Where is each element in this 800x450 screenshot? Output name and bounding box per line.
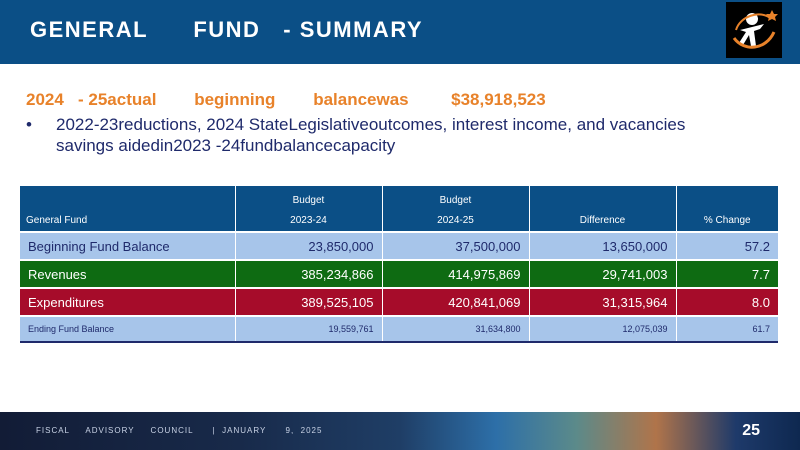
cell-pct-change: 7.7 [676,259,778,288]
bullet-marker: • [26,115,32,134]
cell-difference: 29,741,003 [529,259,677,288]
cell-difference: 12,075,039 [529,315,677,343]
figure-logo-icon [732,10,778,49]
cell-pct-change: 61.7 [676,315,778,343]
header-bar: GENERAL FUND - SUMMARY [0,0,800,64]
table-row-ending-balance: Ending Fund Balance 19,559,761 31,634,80… [20,315,778,343]
table-row-expenditures: Expenditures 389,525,105 420,841,069 31,… [20,287,778,316]
cell-budget-2024-25: 420,841,069 [382,287,530,316]
council-logo [726,2,782,58]
footer-bar: FISCAL ADVISORY COUNCIL | JANUARY 9, 202… [0,412,800,450]
header-difference: Difference [529,186,677,232]
header-general-fund: General Fund [20,186,236,232]
cell-budget-2023-24: 389,525,105 [235,287,383,316]
header-budget-year: 2023-24 [290,215,327,226]
cell-budget-2023-24: 23,850,000 [235,231,383,260]
header-budget-2024-25: Budget 2024-25 [382,186,530,232]
cell-budget-2023-24: 385,234,866 [235,259,383,288]
header-budget-label: Budget [292,195,325,206]
beginning-balance-headline: 2024 - 25actual beginning balancewas $38… [26,90,546,109]
cell-pct-change: 57.2 [676,231,778,260]
row-label: Ending Fund Balance [20,315,236,343]
header-budget-2023-24: Budget 2023-24 [235,186,383,232]
row-label: Beginning Fund Balance [20,231,236,260]
slide-title: GENERAL FUND - SUMMARY [30,17,424,42]
general-fund-table: General Fund Budget 2023-24 Budget 2024-… [20,186,778,343]
cell-difference: 13,650,000 [529,231,677,260]
row-label: Revenues [20,259,236,288]
cell-budget-2024-25: 37,500,000 [382,231,530,260]
header-pct-change: % Change [676,186,778,232]
header-budget-year: 2024-25 [437,215,474,226]
cell-difference: 31,315,964 [529,287,677,316]
table-row-revenues: Revenues 385,234,866 414,975,869 29,741,… [20,259,778,288]
bullet-item: • 2022-23reductions, 2024 StateLegislati… [26,114,746,156]
footer-caption: FISCAL ADVISORY COUNCIL | JANUARY 9, 202… [36,426,323,435]
row-label: Expenditures [20,287,236,316]
bullet-text: 2022-23reductions, 2024 StateLegislative… [56,115,686,155]
cell-pct-change: 8.0 [676,287,778,316]
table-header-row: General Fund Budget 2023-24 Budget 2024-… [20,186,778,232]
cell-budget-2024-25: 31,634,800 [382,315,530,343]
header-budget-label: Budget [439,195,472,206]
page-number: 25 [742,422,760,439]
table-row-beginning-balance: Beginning Fund Balance 23,850,000 37,500… [20,231,778,260]
cell-budget-2024-25: 414,975,869 [382,259,530,288]
cell-budget-2023-24: 19,559,761 [235,315,383,343]
